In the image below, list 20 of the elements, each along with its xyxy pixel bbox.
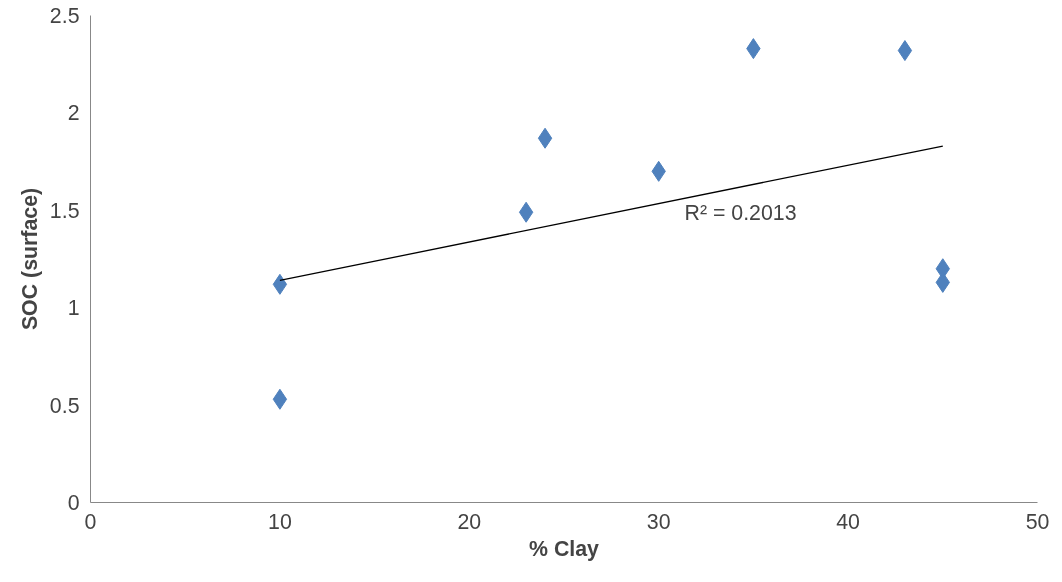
x-tick-label: 40 — [836, 509, 861, 534]
y-axis-title: SOC (surface) — [17, 187, 42, 331]
point — [272, 388, 288, 410]
x-tick-label: 0 — [84, 509, 97, 534]
y-tick-label: 2 — [67, 101, 80, 126]
point — [897, 40, 913, 62]
x-tick-label: 50 — [1025, 509, 1050, 534]
y-tick-label: 1.5 — [49, 198, 80, 223]
point — [272, 273, 288, 295]
y-tick-label: 1 — [67, 296, 80, 321]
y-tick-label: 2.5 — [49, 4, 80, 28]
x-tick-label: 10 — [268, 509, 292, 534]
y-tick-label: 0 — [67, 491, 80, 515]
y-tick-label: 0.5 — [49, 393, 80, 418]
point — [537, 127, 553, 149]
point — [518, 201, 534, 223]
annotation: R² = 0.2013 — [684, 200, 797, 225]
x-tick-label: 30 — [646, 509, 671, 534]
x-axis-title: % Clay — [529, 536, 600, 561]
x-tick-label: 20 — [457, 509, 482, 534]
